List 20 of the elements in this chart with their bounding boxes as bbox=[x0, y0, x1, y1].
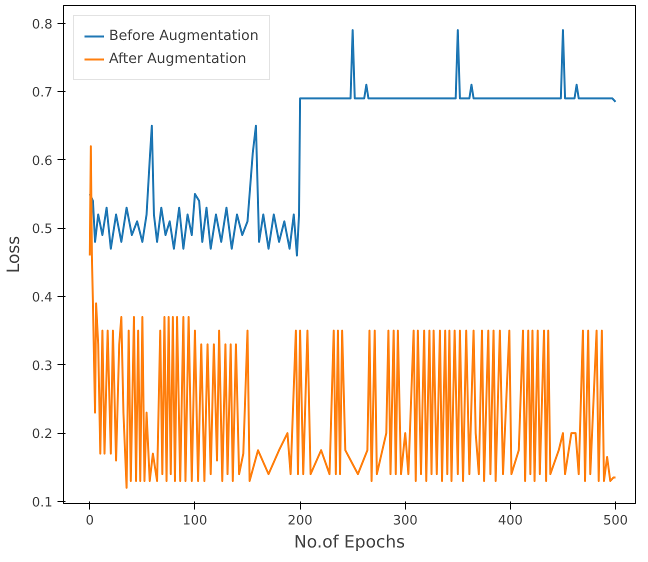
y-tick-label: 0.8 bbox=[32, 17, 53, 32]
x-tick-label: 100 bbox=[182, 514, 208, 528]
x-tick-label: 400 bbox=[498, 514, 523, 528]
x-tick-label: 200 bbox=[288, 514, 313, 528]
y-tick-label: 0.5 bbox=[32, 222, 53, 238]
x-axis-title: No.of Epochs bbox=[294, 532, 406, 552]
legend-label: Before Augmentation bbox=[109, 28, 259, 44]
legend-label: After Augmentation bbox=[109, 51, 246, 67]
y-tick-label: 0.1 bbox=[32, 495, 53, 510]
line-series bbox=[88, 29, 617, 257]
x-tick-label: 300 bbox=[392, 514, 418, 528]
y-tick-label: 0.6 bbox=[32, 154, 53, 169]
y-tick-label: 0.3 bbox=[32, 358, 53, 374]
x-tick-label: 0 bbox=[86, 514, 94, 528]
y-tick-label: 0.4 bbox=[32, 290, 53, 306]
y-axis-title: Loss bbox=[4, 236, 24, 274]
x-tick-label: 500 bbox=[603, 514, 628, 528]
y-tick-label: 0.2 bbox=[32, 427, 53, 442]
line-series bbox=[88, 145, 617, 489]
y-tick-label: 0.7 bbox=[32, 86, 53, 101]
